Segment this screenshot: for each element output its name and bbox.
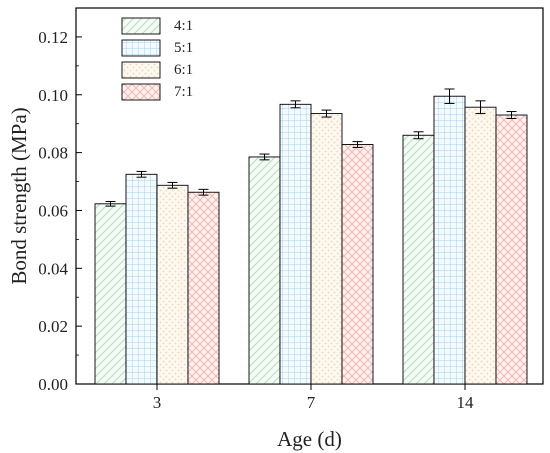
bar-6-1-14: [464, 106, 497, 385]
y-tick-label: 0.00: [38, 375, 68, 394]
bar-7-1-3: [187, 191, 220, 385]
bar-5-1-7: [279, 103, 312, 385]
y-tick-label: 0.10: [38, 86, 68, 105]
y-axis-label: Bond strength (MPa): [7, 107, 31, 284]
x-axis-label: Age (d): [277, 427, 342, 451]
bar-7-1-7: [341, 144, 374, 385]
bar-4-1-14: [402, 134, 435, 385]
legend-swatch-7-1: [121, 83, 161, 101]
x-tick-label: 3: [153, 393, 162, 412]
y-tick-label: 0.06: [38, 201, 68, 220]
bar-4-1-3: [94, 203, 127, 385]
y-tick-label: 0.12: [38, 28, 68, 47]
y-tick-label: 0.04: [38, 259, 68, 278]
bar-6-1-3: [156, 184, 189, 385]
bar-7-1-14: [495, 114, 528, 385]
plot-layer: 0.00 0.02 0.04 0.06 0.08 0.10 0.12 3 7 14 Age (d) B…: [7, 7, 544, 451]
x-tick-label: 14: [457, 393, 475, 412]
legend-label-4-1: 4:1: [174, 18, 193, 34]
legend-label-5-1: 5:1: [174, 40, 193, 56]
x-tick-label: 7: [307, 393, 316, 412]
bar-5-1-14: [433, 95, 466, 385]
legend-swatch-6-1: [121, 61, 161, 79]
legend-swatch-4-1: [121, 17, 161, 35]
legend-swatch-5-1: [121, 39, 161, 57]
legend-label-7-1: 7:1: [174, 84, 193, 100]
y-tick-label: 0.02: [38, 317, 68, 336]
legend: 4:1 5:1 6:1 7:1: [121, 17, 193, 101]
bar-4-1-7: [248, 156, 281, 385]
legend-label-6-1: 6:1: [174, 62, 193, 78]
y-tick-label: 0.08: [38, 144, 68, 163]
bar-6-1-7: [310, 113, 343, 385]
bar-5-1-3: [125, 173, 158, 385]
